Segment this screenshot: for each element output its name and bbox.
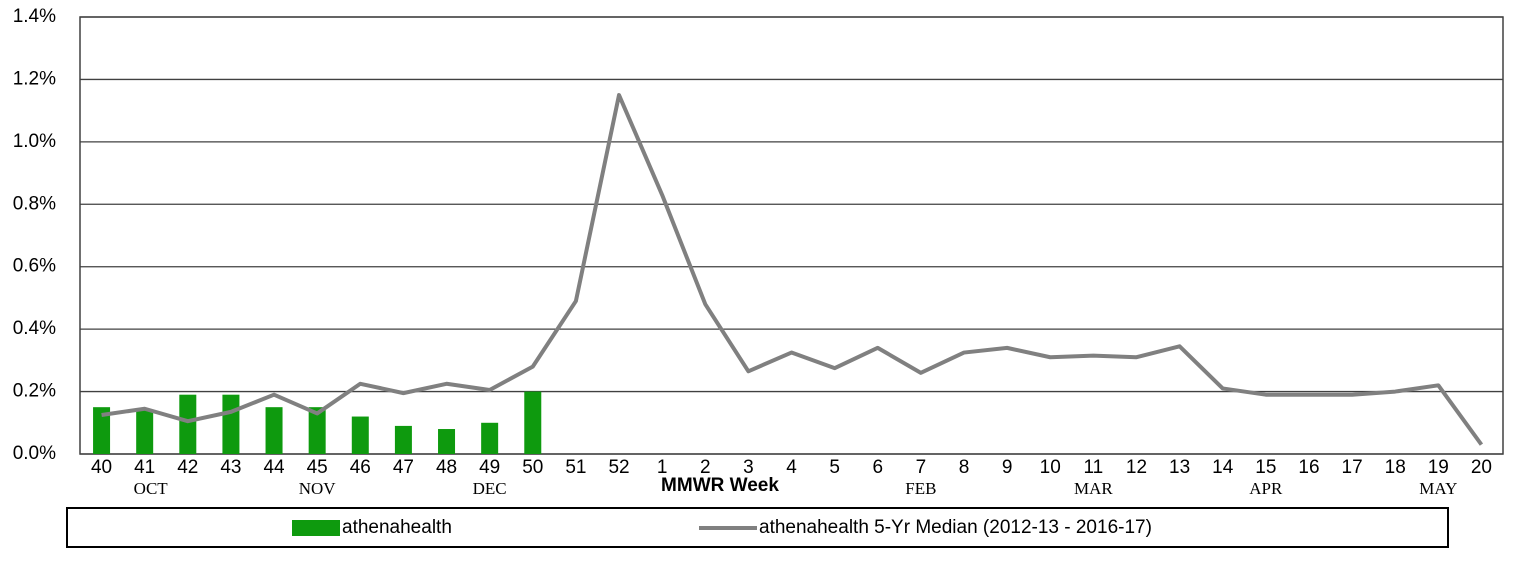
x-tick-label: 15	[1255, 457, 1276, 478]
x-tick-label: 5	[829, 457, 840, 478]
bar	[394, 425, 412, 454]
y-tick-label: 0.2%	[13, 381, 56, 402]
month-label: APR	[1249, 479, 1283, 498]
line	[101, 93, 1484, 446]
bar	[265, 407, 283, 454]
x-tick-label: 52	[608, 457, 629, 478]
y-tick-label: 1.0%	[13, 131, 56, 152]
x-tick-label: 11	[1083, 457, 1103, 478]
x-tick-label: 20	[1471, 457, 1492, 478]
month-label: MAR	[1074, 479, 1113, 498]
x-tick-label: 50	[522, 457, 543, 478]
x-tick-label: 3	[743, 457, 754, 478]
x-tick-label: 1	[657, 457, 668, 478]
y-tick-label: 0.6%	[13, 256, 56, 277]
y-tick-label: 0.8%	[13, 193, 56, 214]
y-tick-label: 1.4%	[13, 6, 56, 27]
legend-swatch	[292, 520, 340, 536]
x-tick-label: 17	[1342, 457, 1363, 478]
bar	[222, 394, 240, 454]
y-tick-label: 1.2%	[13, 68, 56, 89]
x-tick-label: 47	[393, 457, 414, 478]
x-tick-label: 6	[872, 457, 883, 478]
legend-label: athenahealth	[342, 517, 452, 538]
bar	[179, 394, 197, 454]
bar	[481, 422, 499, 454]
x-tick-label: 8	[959, 457, 970, 478]
x-tick-label: 46	[350, 457, 371, 478]
y-tick-label: 0.0%	[13, 443, 56, 464]
x-tick-label: 45	[307, 457, 328, 478]
x-tick-label: 42	[177, 457, 198, 478]
x-tick-label: 40	[91, 457, 112, 478]
x-tick-label: 51	[565, 457, 586, 478]
x-tick-label: 41	[134, 457, 155, 478]
x-tick-label: 10	[1040, 457, 1061, 478]
x-tick-label: 19	[1428, 457, 1449, 478]
month-label: OCT	[134, 479, 169, 498]
bar	[136, 410, 154, 454]
bar	[524, 391, 542, 454]
x-tick-label: 7	[916, 457, 927, 478]
x-tick-label: 13	[1169, 457, 1190, 478]
x-tick-label: 49	[479, 457, 500, 478]
x-tick-label: 48	[436, 457, 457, 478]
x-tick-label: 16	[1298, 457, 1319, 478]
x-tick-label: 18	[1385, 457, 1406, 478]
bar	[351, 416, 369, 454]
x-tick-label: 2	[700, 457, 711, 478]
x-tick-label: 12	[1126, 457, 1147, 478]
month-label: DEC	[473, 479, 507, 498]
x-tick-label: 9	[1002, 457, 1013, 478]
x-axis-title: MMWR Week	[661, 475, 779, 496]
bar	[93, 407, 111, 454]
month-label: FEB	[905, 479, 936, 498]
y-tick-label: 0.4%	[13, 318, 56, 339]
bar	[308, 407, 326, 454]
x-tick-label: 44	[263, 457, 285, 478]
month-label: MAY	[1419, 479, 1457, 498]
x-tick-label: 43	[220, 457, 241, 478]
legend-label: athenahealth 5-Yr Median (2012-13 - 2016…	[759, 517, 1152, 538]
legend-box	[66, 507, 1449, 548]
x-tick-label: 14	[1212, 457, 1234, 478]
x-tick-label: 4	[786, 457, 797, 478]
plot-area	[79, 16, 1504, 455]
bar	[438, 429, 456, 454]
month-label: NOV	[299, 479, 337, 498]
